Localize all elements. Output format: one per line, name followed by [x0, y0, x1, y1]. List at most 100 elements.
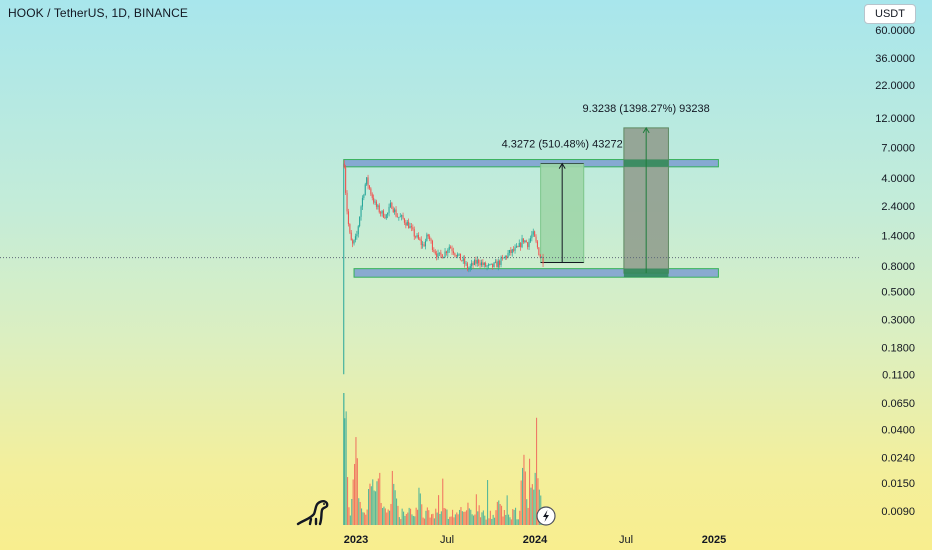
- candle-body-87: [465, 263, 467, 265]
- volume-bar-56: [422, 517, 424, 525]
- volume-bar-72: [445, 508, 447, 525]
- volume-bar-110: [498, 500, 500, 525]
- volume-bar-124: [517, 519, 519, 525]
- volume-bar-114: [503, 509, 505, 525]
- volume-bar-53: [418, 487, 420, 525]
- candle-body-21: [373, 197, 375, 203]
- resistance-zone[interactable]: [343, 159, 719, 168]
- candle-body-20: [371, 194, 373, 198]
- support-zone[interactable]: [353, 268, 719, 278]
- measure-tools[interactable]: 4.3272 (510.48%) 43272 9.3238 (1398.27%) …: [502, 103, 710, 278]
- candle-body-70: [441, 254, 443, 259]
- candle-body-64: [433, 249, 435, 252]
- candle-body-14: [363, 194, 365, 198]
- volume-bar-79: [454, 514, 456, 525]
- volume-bar-32: [389, 510, 391, 525]
- volume-bar-1: [345, 411, 347, 525]
- volume-bar-129: [524, 471, 526, 525]
- volume-bar-20: [372, 479, 374, 525]
- candle-body-16: [366, 177, 368, 185]
- candle-body-59: [426, 234, 428, 241]
- candle-body-63: [431, 240, 433, 250]
- candle-body-95: [476, 259, 478, 264]
- candle-body-54: [419, 238, 421, 240]
- candle-body-80: [455, 255, 457, 257]
- x-tick-2: 2024: [523, 534, 548, 546]
- volume-bar-60: [428, 510, 430, 525]
- volume-bar-102: [487, 480, 489, 525]
- candle-body-84: [461, 260, 463, 262]
- candle-body-131: [527, 242, 529, 248]
- currency-button[interactable]: USDT: [864, 4, 916, 24]
- volume-bar-7: [354, 463, 356, 525]
- candle-body-130: [525, 240, 527, 243]
- price-axis[interactable]: 60.0000 36.0000 22.0000 12.0000 7.0000 4.0000…: [875, 25, 915, 518]
- volume-bar-6: [352, 479, 354, 525]
- y-tick-3: 12.0000: [875, 113, 915, 125]
- candle-body-53: [417, 235, 419, 239]
- candle-body-129: [524, 240, 526, 243]
- candle-body-92: [472, 263, 474, 265]
- volume-bar-103: [488, 518, 490, 525]
- volume-bar-107: [494, 517, 496, 525]
- candle-body-90: [469, 266, 471, 269]
- volume-bar-13: [362, 512, 364, 525]
- candle-body-57: [423, 244, 425, 247]
- volume-bar-listing: [343, 393, 345, 525]
- candle-body-99: [482, 262, 484, 265]
- candle-body-94: [475, 259, 477, 264]
- candle-body-110: [497, 260, 499, 268]
- candle-body-41: [401, 215, 403, 217]
- candle-body-12: [360, 206, 362, 217]
- volume-bar-122: [515, 507, 517, 525]
- candle-body-18: [368, 185, 370, 189]
- volume-bar-130: [526, 499, 528, 525]
- candle-body-135: [532, 231, 534, 235]
- volume-bar-97: [480, 517, 482, 525]
- candle-body-17: [367, 177, 369, 186]
- candle-body-42: [402, 215, 404, 219]
- volume-bar-65: [435, 508, 437, 525]
- candle-body-81: [457, 254, 459, 257]
- volume-bar-66: [436, 512, 438, 525]
- candle-body-58: [424, 240, 426, 247]
- tradingview-dinosaur-icon[interactable]: [296, 500, 329, 526]
- volume-bar-55: [421, 504, 423, 525]
- volume-bar-80: [456, 512, 458, 525]
- volume-bar-118: [509, 517, 511, 525]
- volume-bar-85: [463, 511, 465, 525]
- candle-body-43: [403, 218, 405, 223]
- volume-bar-17: [368, 489, 370, 525]
- candle-body-132: [528, 241, 530, 248]
- volume-bar-31: [387, 509, 389, 525]
- volume-bar-71: [443, 507, 445, 525]
- candle-body-113: [501, 257, 503, 259]
- volume-bar-35: [393, 483, 395, 525]
- candle-body-98: [480, 262, 482, 266]
- volume-bar-51: [415, 507, 417, 525]
- candle-body-85: [462, 258, 464, 261]
- candle-body-61: [429, 236, 431, 240]
- volume-bar-69: [440, 511, 442, 525]
- y-tick-5: 4.0000: [881, 173, 915, 185]
- zones[interactable]: [343, 159, 719, 278]
- volume-bar-126: [520, 480, 522, 525]
- time-axis[interactable]: 2023 Jul 2024 Jul 2025: [344, 534, 726, 546]
- volume-bar-67: [438, 495, 440, 525]
- candle-body-11: [359, 216, 361, 227]
- candle-body-123: [515, 246, 517, 248]
- volume-bar-75: [449, 516, 451, 525]
- candle-body-44: [405, 222, 407, 226]
- candle-body-139: [538, 247, 540, 256]
- candle-body-5: [350, 232, 352, 241]
- candle-body-2: [346, 192, 348, 212]
- volume-bar-2: [347, 477, 349, 525]
- lightning-icon[interactable]: [536, 506, 556, 526]
- candle-body-3: [347, 211, 349, 225]
- candle-body-34: [391, 202, 393, 209]
- y-tick-11: 0.1800: [881, 342, 915, 354]
- candle-body-138: [536, 241, 538, 248]
- volume-bar-14: [363, 512, 365, 525]
- candle-body-32: [388, 206, 390, 213]
